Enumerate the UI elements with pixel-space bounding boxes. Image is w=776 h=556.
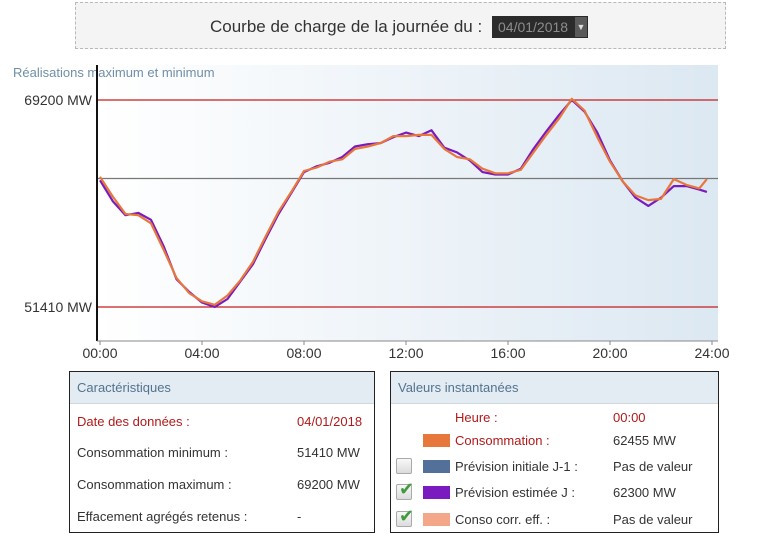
checkmark-icon: ✔	[399, 479, 415, 499]
prevision-estimee-checkbox[interactable]: ✔	[396, 479, 414, 500]
prevision-initiale-label: Prévision initiale J-1 :	[455, 459, 578, 474]
x-tick-label: 04:00	[184, 345, 219, 361]
x-tick-label: 24:00	[694, 345, 729, 361]
heure-value: 00:00	[613, 410, 646, 425]
x-tick-label: 20:00	[592, 345, 627, 361]
consommation-label: Consommation :	[455, 433, 550, 448]
consommation-value: 62455 MW	[613, 433, 676, 448]
consommation-max-label: Consommation maximum :	[77, 477, 232, 492]
consommation-min-label: Consommation minimum :	[77, 445, 228, 460]
date-donnees-value: 04/01/2018	[297, 414, 363, 429]
prevision-initiale-swatch	[423, 460, 450, 473]
valeurs-instantanees-panel: Valeurs instantanées Heure : 00:00 Conso…	[390, 371, 719, 533]
prevision-estimee-value: 62300 MW	[613, 485, 676, 500]
heure-label: Heure :	[455, 410, 498, 425]
caracteristiques-title: Caractéristiques	[70, 372, 374, 404]
x-tick-label: 16:00	[490, 345, 525, 361]
date-header: Courbe de charge de la journée du : 04/0…	[75, 2, 726, 49]
plot-area	[97, 65, 718, 341]
prevision-estimee-swatch	[423, 486, 450, 499]
effacement-value: -	[297, 509, 302, 524]
date-select-value: 04/01/2018	[498, 19, 569, 35]
prevision-initiale-value: Pas de valeur	[613, 459, 693, 474]
x-tick-label: 08:00	[286, 345, 321, 361]
consommation-swatch	[423, 434, 450, 447]
date-header-label: Courbe de charge de la journée du :	[210, 17, 483, 36]
load-curve-chart: Réalisations maximum et minimum 69200 MW…	[13, 65, 730, 361]
valeurs-instantanees-title: Valeurs instantanées	[391, 372, 718, 404]
consommation-min-value: 51410 MW	[297, 445, 360, 460]
conso-corr-value: Pas de valeur	[613, 512, 693, 527]
chart-title: Réalisations maximum et minimum	[13, 65, 215, 80]
prevision-initiale-checkbox[interactable]	[396, 458, 412, 474]
series-line	[99, 97, 708, 306]
chevron-down-icon[interactable]: ▼	[575, 17, 587, 37]
conso-corr-label: Conso corr. eff. :	[455, 512, 551, 527]
date-donnees-label: Date des données :	[77, 414, 190, 429]
x-tick-label: 00:00	[82, 345, 117, 361]
x-tick-label: 12:00	[388, 345, 423, 361]
y-ref-label: 69200 MW	[24, 92, 92, 108]
consommation-max-value: 69200 MW	[297, 477, 360, 492]
effacement-label: Effacement agrégés retenus :	[77, 509, 248, 524]
date-select[interactable]: 04/01/2018 ▼	[492, 16, 588, 38]
caracteristiques-panel: Caractéristiques Date des données : 04/0…	[69, 371, 375, 533]
conso-corr-swatch	[423, 513, 450, 526]
checkmark-icon: ✔	[399, 506, 415, 526]
y-ref-label: 51410 MW	[24, 299, 92, 315]
conso-corr-checkbox[interactable]: ✔	[396, 506, 414, 527]
prevision-estimee-label: Prévision estimée J :	[455, 485, 575, 500]
